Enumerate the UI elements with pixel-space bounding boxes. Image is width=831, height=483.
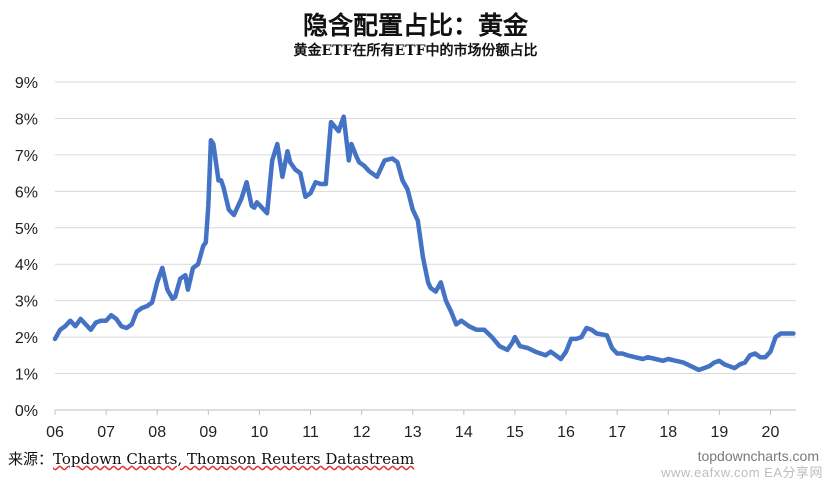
line-chart: 0% 1% 2% 3% 4% 5% 6% 7% 8% 9% 06 07 08 09 10 11 12 13 14 1… [15,75,796,440]
brand-label: topdowncharts.com [697,448,819,464]
x-tick-label: 15 [506,424,524,440]
y-tick-label: 7% [15,148,38,165]
y-tick-label: 8% [15,111,38,128]
x-tick-label: 20 [762,424,780,440]
y-tick-label: 3% [15,294,38,311]
y-tick-label: 4% [15,257,38,274]
y-tick-label: 2% [15,330,38,347]
x-tick-label: 08 [148,424,166,440]
x-tick-label: 18 [659,424,677,440]
chart-subtitle: 黄金ETF在所有ETF中的市场份额占比 [293,43,538,59]
source-note: 来源：Topdown Charts, Thomson Reuters Datas… [8,448,414,469]
x-tick-label: 07 [97,424,115,440]
x-tick-label: 11 [302,424,319,440]
x-tick-label: 09 [199,424,217,440]
grid-lines [55,81,796,375]
x-tick-label: 13 [404,424,422,440]
y-tick-label: 0% [15,403,38,420]
series-line-gold-etf-share [52,114,796,373]
source-text: Topdown Charts, Thomson Reuters Datastre… [53,450,415,468]
y-tick-label: 1% [15,367,38,384]
y-tick-label: 6% [15,184,38,201]
x-tick-label: 10 [251,424,269,440]
source-label: 来源： [8,450,54,468]
x-tick-label: 19 [710,424,728,440]
chart-title: 隐含配置占比：黄金 [302,11,528,40]
x-axis-ticks: 06 07 08 09 10 11 12 13 14 15 16 17 18 19 20 [46,410,779,440]
x-tick-label: 12 [353,424,371,440]
x-tick-label: 14 [455,424,473,440]
x-tick-label: 17 [608,424,626,440]
y-tick-label: 9% [15,75,38,92]
y-tick-label: 5% [15,221,38,238]
y-axis-ticks: 0% 1% 2% 3% 4% 5% 6% 7% 8% 9% [15,75,38,420]
x-tick-label: 16 [557,424,575,440]
x-tick-label: 06 [46,424,64,440]
watermark: www.eafxw.com EA分享网 [661,465,823,480]
